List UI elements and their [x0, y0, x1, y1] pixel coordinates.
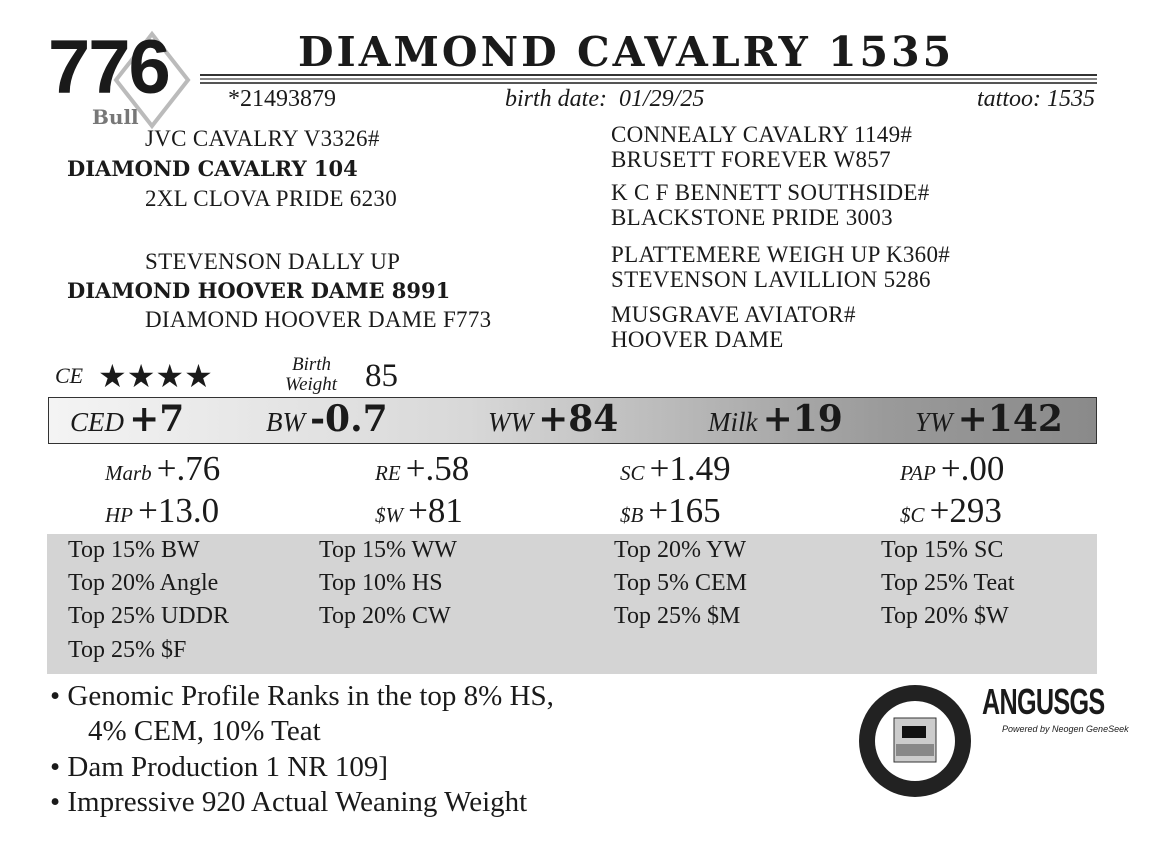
angus-gs-tagline: Powered by Neogen GeneSeek — [1002, 724, 1129, 734]
epd-item: Marb +.76 — [105, 449, 220, 495]
epd-label: BW — [266, 407, 305, 437]
divider — [200, 78, 1097, 80]
epd-label: $C — [900, 503, 925, 527]
epd-item: RE +.58 — [375, 449, 469, 495]
epd-item: $C +293 — [900, 491, 1002, 537]
top-percent-item: Top 5% CEM — [614, 570, 747, 596]
top-percent-item: Top 20% $W — [881, 603, 1009, 629]
epd-label: WW — [488, 407, 533, 437]
birth-date-label: birth date: — [505, 86, 607, 112]
tattoo-label: tattoo: — [977, 86, 1041, 112]
epd-value: +1.49 — [649, 449, 731, 488]
divider — [200, 82, 1097, 84]
top-percent-item: Top 20% YW — [614, 537, 747, 563]
bullet-note: 4% CEM, 10% Teat — [88, 715, 321, 747]
ancestor: BRUSETT FOREVER W857 — [611, 147, 891, 172]
top-percent-item: Top 10% HS — [319, 570, 443, 596]
bullet-note: • Dam Production 1 NR 109] — [50, 751, 388, 783]
ancestor: BLACKSTONE PRIDE 3003 — [611, 205, 893, 230]
top-percent-item: Top 15% BW — [68, 537, 200, 563]
ancestor: STEVENSON LAVILLION 5286 — [611, 267, 931, 292]
epd-value: +.58 — [405, 449, 470, 488]
tattoo: 1535 — [1047, 86, 1095, 112]
birth-weight-value: 85 — [365, 358, 398, 394]
dam: DIAMOND HOOVER DAME 8991 — [67, 278, 451, 303]
ce-stars-icon: ★★★★ — [98, 357, 213, 395]
top-percent-box — [47, 534, 1097, 674]
epd-label: YW — [915, 407, 953, 437]
top-percent-item: Top 20% Angle — [68, 570, 219, 596]
epd-label: $B — [620, 503, 644, 527]
ancestor: CONNEALY CAVALRY 1149# — [611, 122, 913, 147]
lot-number: 776 — [48, 25, 171, 110]
top-percent-item: Top 25% $M — [614, 603, 741, 629]
birth-weight-label: Weight — [285, 374, 338, 395]
epd-value: +84 — [538, 398, 619, 440]
epd-label: Marb — [105, 461, 152, 485]
registration-number: *21493879 — [228, 86, 336, 112]
animal-name: DIAMOND CAVALRY 1535 — [298, 28, 955, 76]
epd-value: -0.7 — [310, 398, 388, 440]
ancestor: HOOVER DAME — [611, 327, 784, 352]
dam-sire: STEVENSON DALLY UP — [145, 249, 401, 274]
top-percent-item: Top 15% WW — [319, 537, 457, 563]
epd-value: +142 — [957, 398, 1063, 440]
sire-dam: 2XL CLOVA PRIDE 6230 — [145, 186, 397, 211]
epd-item: PAP +.00 — [900, 449, 1004, 495]
epd-label: SC — [620, 461, 645, 485]
epd-label: PAP — [900, 461, 936, 485]
birth-weight-label: Birth — [292, 354, 332, 375]
epd-value: +19 — [762, 398, 843, 440]
epd-item: HP +13.0 — [105, 491, 219, 537]
top-percent-item: Top 25% Teat — [881, 570, 1015, 596]
epd-label: Milk — [708, 407, 758, 437]
sire: DIAMOND CAVALRY 104 — [67, 156, 358, 181]
epd-label: RE — [375, 461, 401, 485]
bullet-note: • Impressive 920 Actual Weaning Weight — [50, 786, 528, 818]
diamond-icon — [113, 30, 191, 130]
certified-angus-beef-seal-logo — [859, 685, 971, 797]
ancestor: PLATTEMERE WEIGH UP K360# — [611, 242, 951, 267]
epd-item: $B +165 — [620, 491, 721, 537]
ancestor: MUSGRAVE AVIATOR# — [611, 302, 856, 327]
epd-item: SC +1.49 — [620, 449, 731, 495]
birth-date: 01/29/25 — [619, 86, 705, 112]
epd-value: +81 — [408, 491, 463, 530]
epd-label: HP — [105, 503, 133, 527]
epd-value: +.76 — [156, 449, 221, 488]
epd-value: +165 — [648, 491, 721, 530]
angus-gs-logo: ANGUSGS — [982, 681, 1105, 722]
epd-label: $W — [375, 503, 403, 527]
top-percent-item: Top 25% UDDR — [68, 603, 229, 629]
epd-value: +.00 — [940, 449, 1005, 488]
top-percent-item: Top 15% SC — [881, 537, 1004, 563]
ce-label: CE — [55, 363, 84, 388]
epd-value: +13.0 — [138, 491, 220, 530]
animal-type: Bull — [92, 105, 139, 129]
divider — [200, 74, 1097, 76]
top-percent-item: Top 25% $F — [68, 637, 187, 663]
epd-label: CED — [70, 407, 124, 437]
epd-item: $W +81 — [375, 491, 463, 537]
sire-sire: JVC CAVALRY V3326# — [145, 126, 380, 151]
ancestor: K C F BENNETT SOUTHSIDE# — [611, 180, 930, 205]
dam-dam: DIAMOND HOOVER DAME F773 — [145, 307, 492, 332]
top-percent-item: Top 20% CW — [319, 603, 451, 629]
epd-bar — [48, 397, 1097, 444]
epd-value: +293 — [929, 491, 1002, 530]
bullet-note: • Genomic Profile Ranks in the top 8% HS… — [50, 680, 554, 712]
epd-value: +7 — [129, 398, 185, 440]
